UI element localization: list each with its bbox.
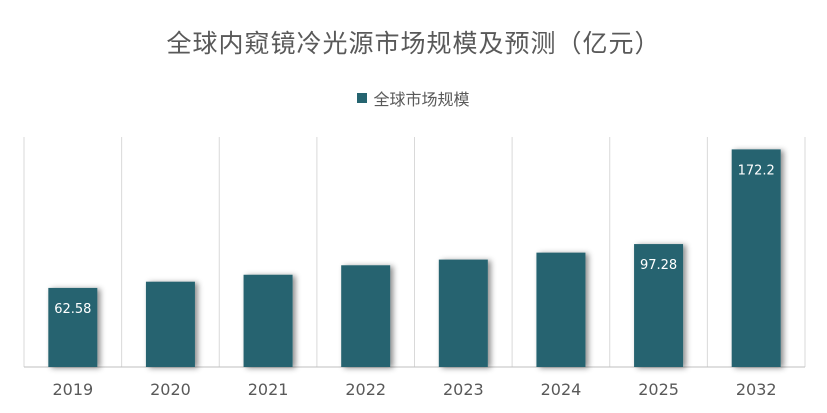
bar [48, 287, 98, 367]
data-label: 97.28 [640, 258, 677, 273]
bar [145, 281, 195, 367]
legend-label: 全球市场规模 [373, 90, 470, 109]
bar [438, 259, 488, 367]
chart-title: 全球内窥镜冷光源市场规模及预测（亿元） [166, 29, 661, 58]
bar [243, 274, 293, 367]
legend: 全球市场规模 [0, 86, 827, 110]
data-label: 62.58 [54, 302, 91, 317]
x-tick-label: 2021 [248, 380, 289, 399]
x-tick-label: 2020 [150, 380, 191, 399]
bar [731, 149, 781, 367]
bar [341, 265, 391, 367]
x-tick-label: 2025 [638, 380, 679, 399]
legend-swatch [357, 93, 368, 103]
bar [536, 252, 586, 367]
x-tick-label: 2024 [541, 380, 582, 399]
x-tick-label: 2023 [443, 380, 484, 399]
x-tick-label: 2019 [52, 380, 93, 399]
x-tick-label: 2032 [736, 380, 777, 399]
data-label: 172.2 [738, 163, 775, 178]
x-tick-label: 2022 [345, 380, 386, 399]
bar [634, 244, 684, 367]
